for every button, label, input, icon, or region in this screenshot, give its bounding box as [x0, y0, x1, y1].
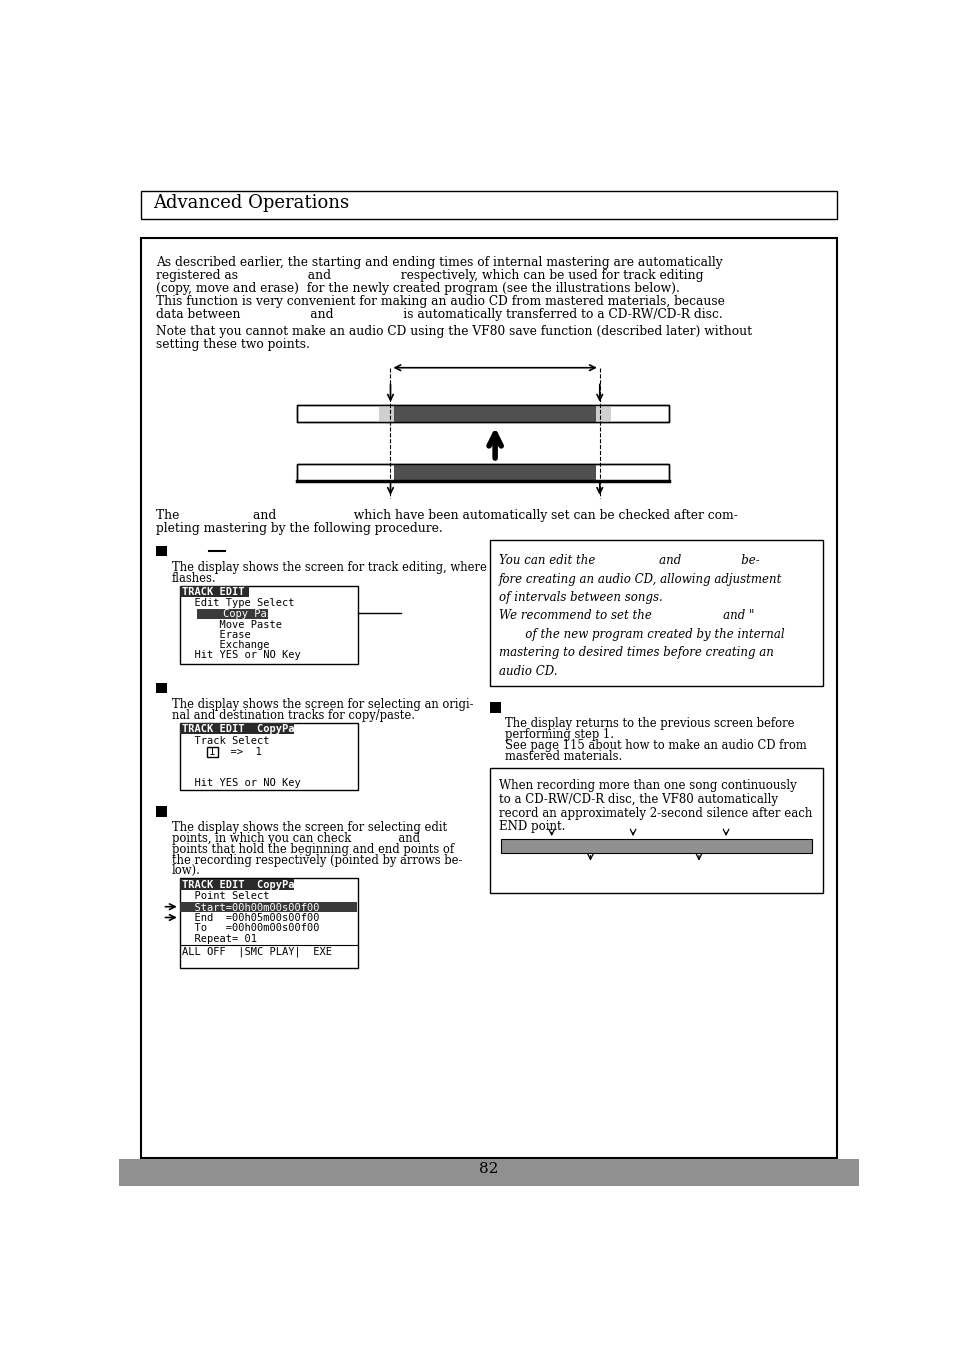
- Text: low).: low).: [172, 865, 201, 877]
- Text: mastered materials.: mastered materials.: [505, 750, 621, 762]
- Text: The                   and                    which have been automatically set c: The and which have been automatically se…: [156, 508, 738, 521]
- Bar: [394, 463, 596, 481]
- Text: The display shows the screen for track editing, where: The display shows the screen for track e…: [172, 561, 486, 574]
- Text: points that hold the beginning and end points of: points that hold the beginning and end p…: [172, 843, 454, 855]
- Text: End  =00h05m00s00f00: End =00h05m00s00f00: [182, 913, 319, 923]
- Text: fore creating an audio CD, allowing adjustment: fore creating an audio CD, allowing adju…: [498, 573, 781, 585]
- Text: pleting mastering by the following procedure.: pleting mastering by the following proce…: [156, 521, 443, 535]
- Text: setting these two points.: setting these two points.: [156, 338, 310, 351]
- Bar: [179, 878, 357, 967]
- Bar: [297, 405, 669, 422]
- Text: TRACK EDIT: TRACK EDIT: [182, 588, 244, 597]
- Text: Track Select: Track Select: [182, 736, 270, 746]
- Bar: [394, 405, 596, 422]
- Text: 82: 82: [478, 1162, 498, 1175]
- Text: TRACK EDIT  CopyPaste: TRACK EDIT CopyPaste: [182, 724, 313, 734]
- Text: of intervals between songs.: of intervals between songs.: [498, 590, 662, 604]
- Text: Note that you cannot make an audio CD using the VF80 save function (described la: Note that you cannot make an audio CD us…: [156, 324, 752, 338]
- Text: the recording respectively (pointed by arrows be-: the recording respectively (pointed by a…: [172, 854, 462, 866]
- Text: We recommend to set the                   and ": We recommend to set the and ": [498, 609, 754, 623]
- Text: record an approximately 2-second silence after each: record an approximately 2-second silence…: [498, 807, 812, 820]
- Text: to a CD-RW/CD-R disc, the VF80 automatically: to a CD-RW/CD-R disc, the VF80 automatic…: [498, 793, 778, 805]
- Text: As described earlier, the starting and ending times of internal mastering are au: As described earlier, the starting and e…: [156, 257, 722, 269]
- Text: Exchange: Exchange: [182, 639, 270, 650]
- Text: points, in which you can check             and: points, in which you can check and: [172, 832, 419, 844]
- Bar: [180, 586, 249, 597]
- Text: The display shows the screen for selecting an origi-: The display shows the screen for selecti…: [172, 698, 473, 711]
- Bar: [119, 1159, 858, 1186]
- Text: flashes.: flashes.: [172, 571, 216, 585]
- Bar: [596, 405, 611, 422]
- Bar: [297, 463, 669, 481]
- Bar: [141, 192, 836, 219]
- Text: Copy Paste: Copy Paste: [198, 609, 286, 620]
- Bar: [180, 902, 356, 912]
- Text: Start=00h00m00s00f00: Start=00h00m00s00f00: [182, 902, 319, 913]
- Text: The display shows the screen for selecting edit: The display shows the screen for selecti…: [172, 821, 447, 834]
- Bar: [180, 723, 294, 734]
- Text: of the new program created by the internal: of the new program created by the intern…: [498, 628, 783, 640]
- Text: The display returns to the previous screen before: The display returns to the previous scre…: [505, 717, 794, 731]
- Bar: [489, 769, 822, 893]
- Text: 1: 1: [209, 747, 215, 758]
- Bar: [207, 747, 217, 758]
- Bar: [500, 839, 811, 852]
- Text: This function is very convenient for making an audio CD from mastered materials,: This function is very convenient for mak…: [156, 296, 724, 308]
- Bar: [297, 463, 669, 481]
- Bar: [179, 723, 357, 790]
- Bar: [196, 609, 268, 619]
- Text: Repeat= 01: Repeat= 01: [182, 934, 256, 943]
- Text: data between                  and                  is automatically transferred : data between and is automatically transf…: [156, 308, 722, 322]
- Text: Hit YES or NO Key: Hit YES or NO Key: [182, 650, 300, 661]
- Text: Hit YES or NO Key: Hit YES or NO Key: [182, 778, 300, 788]
- Bar: [489, 703, 500, 713]
- Text: registered as                  and                  respectively, which can be u: registered as and respectively, which ca…: [156, 269, 703, 282]
- Text: When recording more than one song continuously: When recording more than one song contin…: [498, 780, 796, 792]
- Text: Edit Type Select: Edit Type Select: [182, 598, 294, 608]
- Bar: [489, 540, 822, 686]
- Text: You can edit the                 and                be-: You can edit the and be-: [498, 554, 759, 567]
- Bar: [378, 405, 394, 422]
- Text: Advanced Operations: Advanced Operations: [153, 195, 349, 212]
- Text: END point.: END point.: [498, 820, 565, 834]
- Text: (copy, move and erase)  for the newly created program (see the illustrations bel: (copy, move and erase) for the newly cre…: [156, 282, 679, 296]
- Bar: [179, 585, 357, 665]
- Bar: [180, 880, 294, 890]
- Text: mastering to desired times before creating an: mastering to desired times before creati…: [498, 646, 773, 659]
- Text: TRACK EDIT  CopyPaste: TRACK EDIT CopyPaste: [182, 880, 313, 890]
- Bar: [141, 238, 836, 1158]
- Bar: [156, 805, 167, 816]
- Bar: [156, 682, 167, 693]
- Text: audio CD.: audio CD.: [498, 665, 557, 678]
- Bar: [297, 405, 669, 422]
- Bar: [156, 546, 167, 557]
- Text: ALL OFF  |SMC PLAY|  EXE: ALL OFF |SMC PLAY| EXE: [182, 947, 332, 958]
- Text: performing step 1.: performing step 1.: [505, 728, 614, 742]
- Text: Point Select: Point Select: [182, 892, 270, 901]
- Text: See page 115 about how to make an audio CD from: See page 115 about how to make an audio …: [505, 739, 806, 753]
- Text: nal and destination tracks for copy/paste.: nal and destination tracks for copy/past…: [172, 709, 415, 721]
- Text: To   =00h00m00s00f00: To =00h00m00s00f00: [182, 923, 319, 934]
- Text: Move Paste: Move Paste: [182, 620, 282, 630]
- Text: =>  1: => 1: [218, 747, 262, 758]
- Text: Erase: Erase: [182, 630, 251, 639]
